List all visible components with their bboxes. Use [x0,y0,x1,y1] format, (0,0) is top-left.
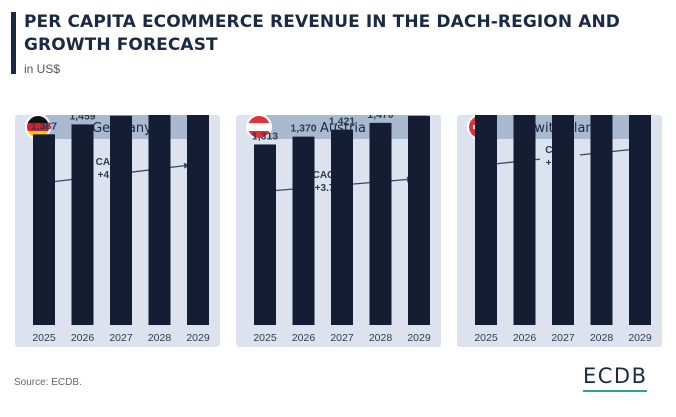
x-tick-label: 2028 [590,332,614,344]
bar [629,115,651,325]
chart-svg-austria: AustriaCAGR:+3.7%1,31320251,37020261,421… [246,115,431,344]
logo-underline [583,390,647,392]
bar [148,115,171,325]
bar-value-label: 1,313 [252,130,278,142]
x-tick-label: 2029 [186,332,210,344]
chart-subtitle: in US$ [24,62,61,76]
bar [71,124,94,325]
x-tick-label: 2029 [628,332,652,344]
source-note: Source: ECDB. [14,377,82,388]
bar [33,134,55,325]
bar-value-label: 1,387 [31,120,57,132]
bar-value-label: 1,370 [290,123,316,135]
flag-body [247,115,271,139]
ecdb-logo: ECDB [583,364,648,388]
x-tick-label: 2027 [109,332,133,344]
bar [187,115,209,325]
bar [590,115,613,326]
country-panel-austria: Austria CAGR: +3.7% 1,313 2025 1,370 2026 1,421… [236,115,441,347]
flag-stripe-red-top [247,115,271,123]
x-tick-label: 2027 [551,332,575,344]
x-tick-label: 2029 [407,332,431,344]
flag-stripe-red [26,123,50,131]
flag-stripe-white [247,123,271,131]
bar [292,136,315,325]
x-tick-label: 2026 [513,332,537,344]
bar [110,115,132,325]
x-tick-label: 2025 [253,332,277,344]
bar-value-label: 1,421 [329,116,355,128]
x-tick-label: 2026 [292,332,316,344]
x-tick-label: 2027 [330,332,354,344]
chart-title-text: PER CAPITA ECOMMERCE REVENUE IN THE DACH… [24,12,620,55]
title-accent-bar [11,12,16,74]
chart-svg-germany: GermanyCAGR:+4.4%1,38720251,45920261,522… [25,115,210,344]
bar-value-label: 1,459 [69,115,95,122]
chart-svg-switzerland: SwitzerlandCAGR+3.6%1,91320251,99720262,… [467,115,652,344]
bar-value-label: 1,470 [367,115,393,121]
bar [475,115,497,326]
flag-ring [246,115,272,140]
bar [552,115,574,325]
country-panel-germany: GermanyCAGR:+4.4%1,38720251,45920261,522… [15,115,220,347]
bar [254,144,276,325]
bar [331,129,353,325]
cagr-label-title: CAGR: [313,170,346,181]
x-tick-label: 2028 [148,332,172,344]
country-panel-switzerland: SwitzerlandCAGR+3.6%1,91320251,99720262,… [457,115,662,347]
cagr-arrow-head [183,162,190,169]
flag-stripe-red-bottom [247,131,271,139]
bar [408,115,430,325]
x-tick-label: 2028 [369,332,393,344]
flag-stripe-black [26,115,50,123]
bar [513,115,536,325]
bar [369,122,392,325]
x-tick-label: 2025 [474,332,498,344]
cagr-label-value: +3.7% [315,183,344,194]
chart-title: PER CAPITA ECOMMERCE REVENUE IN THE DACH… [24,11,676,57]
austria-flag [246,115,272,140]
x-tick-label: 2025 [32,332,56,344]
x-tick-label: 2026 [71,332,95,344]
